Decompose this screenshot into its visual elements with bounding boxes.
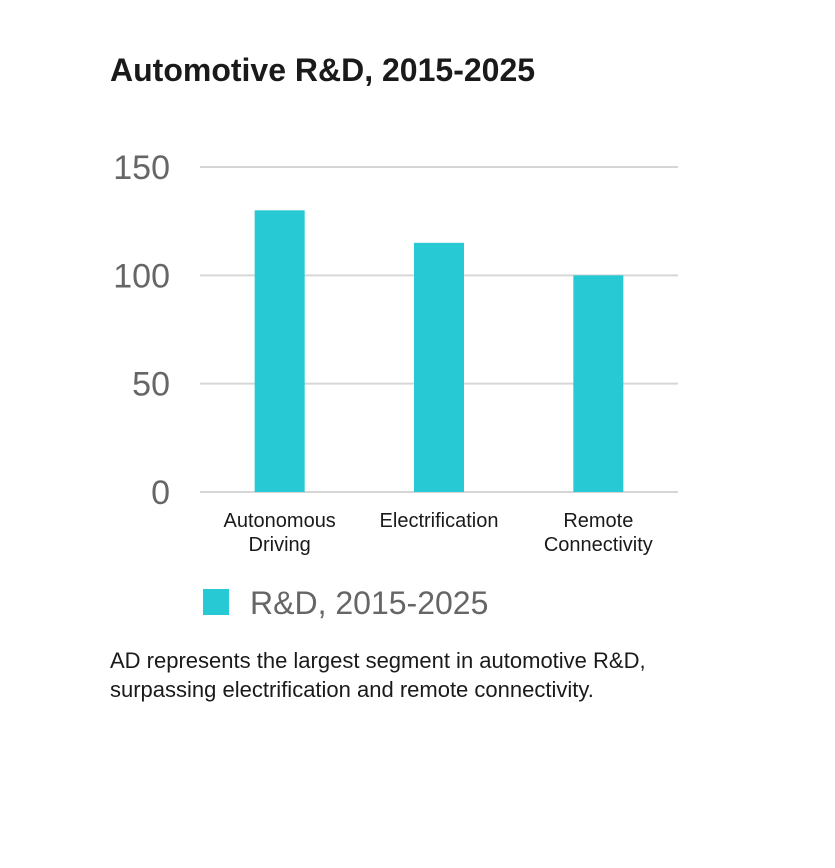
bar-1	[414, 242, 464, 492]
bar-chart: 0 50 100 150 Autonomous Driving Electrificatio…	[113, 149, 678, 621]
y-tick-label-0: 0	[151, 474, 170, 512]
y-tick-label-50: 50	[132, 366, 170, 404]
x-category-label-0: Autonomous Driving	[224, 510, 336, 556]
y-tick-label-150: 150	[113, 149, 170, 187]
bar-0	[254, 210, 305, 493]
bar-2	[573, 275, 624, 492]
chart-title: Automotive R&D, 2015-2025	[110, 52, 536, 88]
legend-label: R&D, 2015-2025	[250, 585, 488, 621]
chart-caption: AD represents the largest segment in aut…	[110, 648, 646, 702]
x-category-label-2: Remote Connectivity	[544, 510, 653, 556]
legend-swatch	[203, 589, 229, 615]
y-tick-label-100: 100	[113, 257, 170, 295]
x-category-label-1: Electrification	[380, 510, 499, 532]
